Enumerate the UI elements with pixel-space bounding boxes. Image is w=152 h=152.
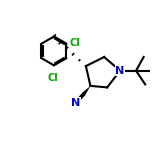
- Text: Cl: Cl: [48, 73, 59, 83]
- Text: N: N: [116, 66, 125, 76]
- Text: N: N: [71, 98, 81, 108]
- Text: Cl: Cl: [70, 38, 81, 48]
- Polygon shape: [82, 86, 90, 96]
